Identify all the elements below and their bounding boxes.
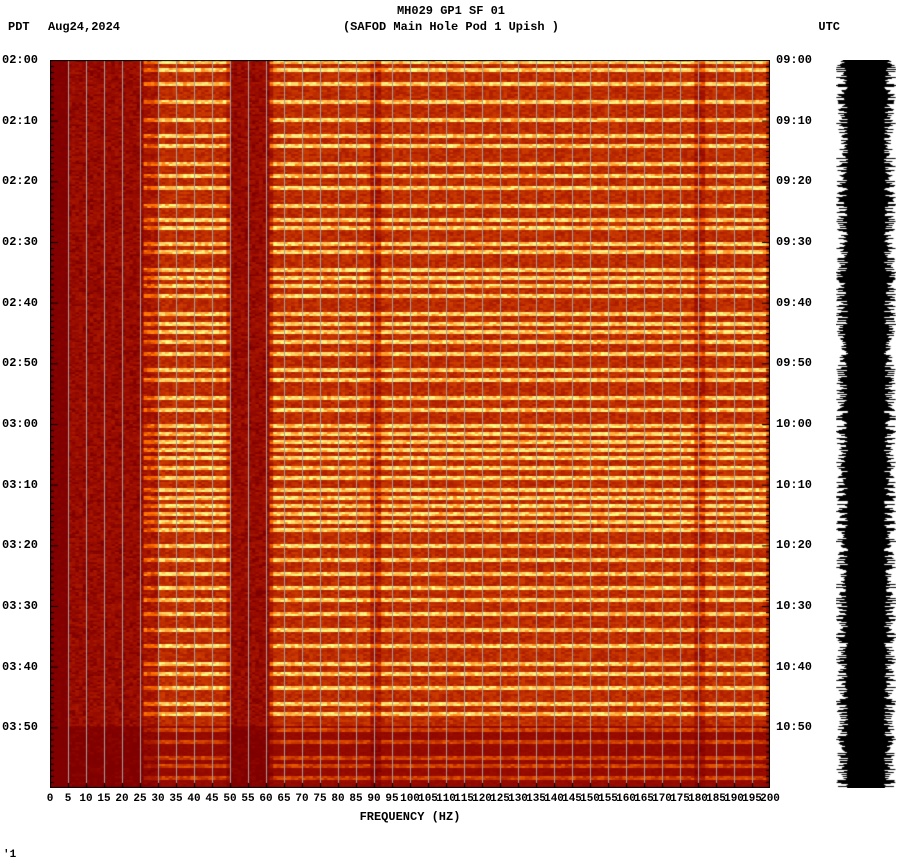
x-tick: 140 xyxy=(544,793,564,805)
x-tick: 110 xyxy=(436,793,456,805)
x-tick: 105 xyxy=(418,793,438,805)
y-tick-right: 09:00 xyxy=(776,53,812,67)
y-tick-right: 10:50 xyxy=(776,720,812,734)
y-axis-right: 09:0009:1009:2009:3009:4009:5010:0010:10… xyxy=(770,60,830,788)
y-tick-left: 02:50 xyxy=(2,356,38,370)
x-tick: 15 xyxy=(97,793,110,805)
x-tick: 35 xyxy=(169,793,182,805)
x-tick: 50 xyxy=(223,793,236,805)
y-tick-left: 02:10 xyxy=(2,114,38,128)
x-tick: 190 xyxy=(724,793,744,805)
x-tick: 5 xyxy=(65,793,72,805)
y-tick-right: 09:30 xyxy=(776,235,812,249)
x-tick: 85 xyxy=(349,793,362,805)
x-tick: 60 xyxy=(259,793,272,805)
y-tick-left: 03:30 xyxy=(2,599,38,613)
x-tick: 160 xyxy=(616,793,636,805)
x-tick: 150 xyxy=(580,793,600,805)
right-timezone-label: UTC xyxy=(818,20,840,34)
y-tick-left: 03:20 xyxy=(2,538,38,552)
chart-subtitle: (SAFOD Main Hole Pod 1 Upish ) xyxy=(0,20,902,34)
y-tick-left: 02:30 xyxy=(2,235,38,249)
x-axis-ticks: 0510152025303540455055606570758085909510… xyxy=(50,793,770,809)
x-tick: 20 xyxy=(115,793,128,805)
x-tick: 90 xyxy=(367,793,380,805)
x-tick: 65 xyxy=(277,793,290,805)
y-tick-left: 02:20 xyxy=(2,174,38,188)
y-axis-left: 02:0002:1002:2002:3002:4002:5003:0003:10… xyxy=(0,60,50,788)
x-tick: 135 xyxy=(526,793,546,805)
x-tick: 165 xyxy=(634,793,654,805)
y-tick-left: 03:00 xyxy=(2,417,38,431)
amplitude-trace xyxy=(836,60,896,788)
x-tick: 45 xyxy=(205,793,218,805)
date-label: Aug24,2024 xyxy=(48,20,120,34)
x-tick: 180 xyxy=(688,793,708,805)
x-tick: 55 xyxy=(241,793,254,805)
y-tick-left: 02:40 xyxy=(2,296,38,310)
x-tick: 170 xyxy=(652,793,672,805)
y-tick-left: 02:00 xyxy=(2,53,38,67)
x-tick: 130 xyxy=(508,793,528,805)
x-tick: 185 xyxy=(706,793,726,805)
x-tick: 95 xyxy=(385,793,398,805)
x-tick: 70 xyxy=(295,793,308,805)
chart-title: MH029 GP1 SF 01 xyxy=(0,4,902,18)
x-tick: 10 xyxy=(79,793,92,805)
y-tick-right: 09:10 xyxy=(776,114,812,128)
x-tick: 40 xyxy=(187,793,200,805)
y-tick-left: 03:50 xyxy=(2,720,38,734)
x-tick: 30 xyxy=(151,793,164,805)
x-tick: 100 xyxy=(400,793,420,805)
amplitude-canvas xyxy=(836,60,896,788)
x-tick: 25 xyxy=(133,793,146,805)
x-tick: 75 xyxy=(313,793,326,805)
spectrogram-canvas xyxy=(50,60,770,788)
x-tick: 0 xyxy=(47,793,54,805)
x-tick: 200 xyxy=(760,793,780,805)
y-tick-right: 10:30 xyxy=(776,599,812,613)
x-tick: 195 xyxy=(742,793,762,805)
y-tick-right: 09:40 xyxy=(776,296,812,310)
left-timezone-label: PDT xyxy=(8,20,30,34)
x-tick: 115 xyxy=(454,793,474,805)
y-tick-left: 03:10 xyxy=(2,478,38,492)
y-tick-right: 10:20 xyxy=(776,538,812,552)
x-axis-label: FREQUENCY (HZ) xyxy=(50,810,770,824)
y-tick-left: 03:40 xyxy=(2,660,38,674)
x-tick: 120 xyxy=(472,793,492,805)
y-tick-right: 10:00 xyxy=(776,417,812,431)
footer-mark: '1 xyxy=(3,849,16,861)
y-tick-right: 10:10 xyxy=(776,478,812,492)
spectrogram-plot xyxy=(50,60,770,788)
x-tick: 80 xyxy=(331,793,344,805)
y-tick-right: 09:50 xyxy=(776,356,812,370)
x-tick: 175 xyxy=(670,793,690,805)
x-tick: 155 xyxy=(598,793,618,805)
y-tick-right: 09:20 xyxy=(776,174,812,188)
x-tick: 145 xyxy=(562,793,582,805)
x-tick: 125 xyxy=(490,793,510,805)
y-tick-right: 10:40 xyxy=(776,660,812,674)
